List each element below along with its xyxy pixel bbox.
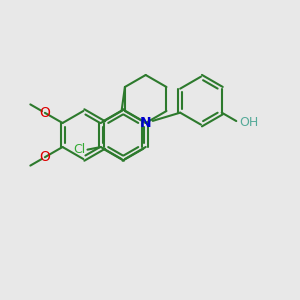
Text: N: N bbox=[140, 116, 152, 130]
Text: OH: OH bbox=[239, 116, 258, 129]
Text: O: O bbox=[39, 150, 50, 164]
Text: Cl: Cl bbox=[74, 143, 86, 156]
Text: O: O bbox=[39, 106, 50, 120]
